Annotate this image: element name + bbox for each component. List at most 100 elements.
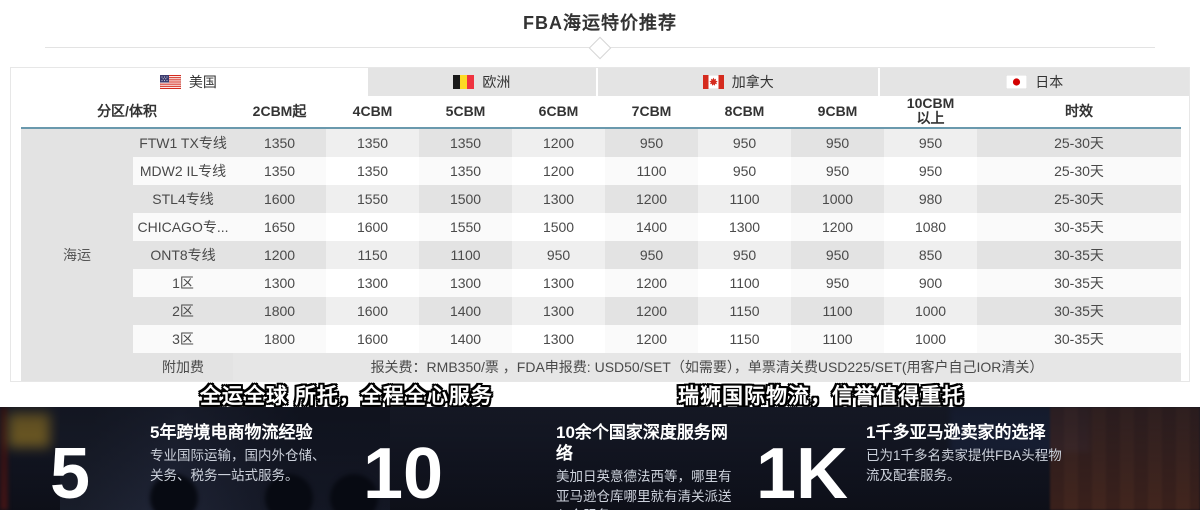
price-cell: 1400 — [605, 212, 699, 241]
price-cell: 1350 — [326, 156, 420, 185]
rate-table-body: 海运 FTW1 TX专线 1350 1350 1350 1200 950 950 950 950 2… — [21, 127, 1181, 381]
route-label: 2区 — [133, 296, 234, 325]
price-cell: 1600 — [326, 324, 420, 353]
category-cell-sea-freight: 海运 — [21, 127, 133, 381]
price-cell: 950 — [605, 127, 699, 157]
sea-freight-rate-table: 分区/体积 2CBM起 4CBM 5CBM 6CBM 7CBM 8CBM 9CBM 10CBM以… — [21, 95, 1181, 381]
lead-time-cell: 25-30天 — [977, 156, 1181, 185]
price-cell: 950 — [791, 240, 885, 269]
tab-japan[interactable]: 日本 — [880, 68, 1189, 96]
price-cell: 1350 — [326, 127, 420, 157]
column-header: 4CBM — [326, 96, 420, 129]
price-cell: 1200 — [791, 212, 885, 241]
tab-usa[interactable]: 美国 — [11, 68, 366, 96]
tab-japan-label: 日本 — [1035, 74, 1064, 90]
price-cell: 1400 — [419, 296, 513, 325]
stat-body: 专业国际运输，国内外仓储、关务、税务一站式服务。 — [150, 448, 326, 483]
price-cell: 1100 — [698, 184, 792, 213]
title-divider — [45, 36, 1155, 60]
page-title: FBA海运特价推荐 — [523, 13, 677, 33]
route-label: MDW2 IL专线 — [133, 156, 234, 185]
price-cell: 1800 — [233, 324, 327, 353]
lead-time-cell: 25-30天 — [977, 127, 1181, 157]
japan-flag-icon — [1006, 75, 1028, 89]
route-label: FTW1 TX专线 — [133, 127, 234, 157]
lead-time-cell: 30-35天 — [977, 240, 1181, 269]
surcharge-label: 附加费 — [133, 352, 234, 381]
route-label: 1区 — [133, 268, 234, 297]
table-row: STL4专线 1600 1550 1500 1300 1200 1100 1000 980 25-… — [21, 184, 1181, 213]
price-cell: 1000 — [884, 324, 978, 353]
price-cell: 1600 — [233, 184, 327, 213]
price-cell: 950 — [791, 127, 885, 157]
route-label: ONT8专线 — [133, 240, 234, 269]
stat-heading: 1千多亚马逊卖家的选择 — [866, 422, 1046, 442]
price-cell: 1300 — [326, 268, 420, 297]
surcharge-text: 报关费：RMB350/票 ，FDA申报费: USD50/SET（如需要），单票清… — [233, 352, 1181, 381]
price-cell: 1200 — [512, 156, 606, 185]
tab-canada[interactable]: 加拿大 — [597, 68, 879, 96]
table-row: 2区 1800 1600 1400 1300 1200 1150 1100 1000 30-35天 — [21, 296, 1181, 325]
stat-block-countries: 10余个国家深度服务网络 美加日英意德法西等，哪里有亚马逊仓库哪里就有清关派送入… — [556, 422, 732, 510]
diamond-divider-icon — [588, 36, 612, 60]
us-flag-icon — [159, 75, 181, 89]
price-cell: 1100 — [698, 268, 792, 297]
rates-panel: 美国 欧洲 — [10, 67, 1190, 382]
surcharge-row: 附加费 报关费：RMB350/票 ，FDA申报费: USD50/SET（如需要），… — [21, 352, 1181, 381]
price-cell: 1600 — [326, 212, 420, 241]
price-cell: 1200 — [605, 268, 699, 297]
price-cell: 1350 — [419, 127, 513, 157]
table-header-row: 分区/体积 2CBM起 4CBM 5CBM 6CBM 7CBM 8CBM 9CBM 10CBM以… — [21, 95, 1181, 129]
column-header: 6CBM — [512, 96, 606, 129]
stat-number-years: 5 — [50, 433, 91, 510]
price-cell: 1550 — [326, 184, 420, 213]
price-cell: 1350 — [233, 156, 327, 185]
price-cell: 1350 — [233, 127, 327, 157]
price-cell: 1300 — [233, 268, 327, 297]
lead-time-cell: 30-35天 — [977, 324, 1181, 353]
price-cell: 1300 — [512, 268, 606, 297]
price-cell: 950 — [698, 156, 792, 185]
column-header: 9CBM — [791, 96, 885, 129]
price-cell: 950 — [791, 156, 885, 185]
price-cell: 1150 — [698, 324, 792, 353]
tab-canada-label: 加拿大 — [731, 74, 774, 90]
table-row: 1区 1300 1300 1300 1300 1200 1100 950 900 30-35天 — [21, 268, 1181, 297]
table-row: MDW2 IL专线 1350 1350 1350 1200 1100 950 950 950 25… — [21, 156, 1181, 185]
price-cell: 1100 — [419, 240, 513, 269]
price-cell: 1500 — [512, 212, 606, 241]
price-cell: 1300 — [512, 184, 606, 213]
price-cell: 1100 — [791, 324, 885, 353]
tab-europe[interactable]: 欧洲 — [367, 68, 596, 96]
price-cell: 950 — [605, 240, 699, 269]
price-cell: 1200 — [605, 184, 699, 213]
table-row: ONT8专线 1200 1150 1100 950 950 950 950 850 30-35天 — [21, 240, 1181, 269]
price-cell: 1200 — [512, 127, 606, 157]
stat-body: 已为1千多名卖家提供FBA头程物流及配套服务。 — [866, 448, 1062, 483]
price-cell: 1000 — [791, 184, 885, 213]
slogan-right: 瑞狮国际物流，信誉值得重托 — [678, 384, 964, 408]
table-row: 海运 FTW1 TX专线 1350 1350 1350 1200 950 950 950 950 2… — [21, 127, 1181, 381]
price-cell: 1000 — [884, 296, 978, 325]
canada-flag-icon — [702, 75, 724, 89]
route-label: 3区 — [133, 324, 234, 353]
route-label: STL4专线 — [133, 184, 234, 213]
stat-block-sellers: 1千多亚马逊卖家的选择 已为1千多名卖家提供FBA头程物流及配套服务。 — [866, 422, 1066, 485]
slogan-band: 全运全球 所托，全程全心服务 瑞狮国际物流，信誉值得重托 — [0, 382, 1200, 408]
route-label: CHICAGO专... — [133, 212, 234, 241]
slogan-left: 全运全球 所托，全程全心服务 — [200, 384, 493, 408]
price-cell: 1600 — [326, 296, 420, 325]
price-cell: 1200 — [605, 324, 699, 353]
column-header: 时效 — [977, 96, 1181, 129]
column-header: 8CBM — [698, 96, 792, 129]
stat-heading: 10余个国家深度服务网络 — [556, 422, 728, 464]
tab-europe-label: 欧洲 — [482, 74, 511, 90]
price-cell: 1300 — [512, 324, 606, 353]
price-cell: 1200 — [605, 296, 699, 325]
stat-heading: 5年跨境电商物流经验 — [150, 422, 313, 442]
column-header: 2CBM起 — [233, 96, 327, 129]
column-header-text: 10CBM以上 — [906, 95, 955, 127]
price-cell: 850 — [884, 240, 978, 269]
stats-hero-section: 5 5年跨境电商物流经验 专业国际运输，国内外仓储、关务、税务一站式服务。 10… — [0, 406, 1200, 510]
